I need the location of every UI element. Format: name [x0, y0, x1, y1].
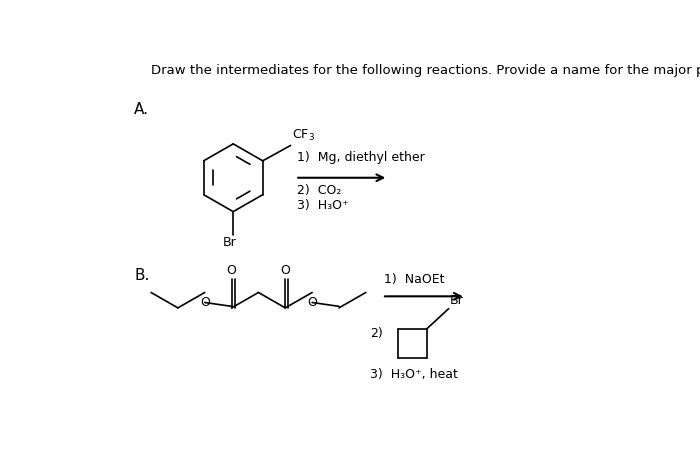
Text: B.: B. — [134, 268, 149, 283]
Text: Draw the intermediates for the following reactions. Provide a name for the major: Draw the intermediates for the following… — [151, 64, 700, 77]
Text: 1)  Mg, diethyl ether: 1) Mg, diethyl ether — [297, 151, 424, 164]
Text: A.: A. — [134, 102, 149, 117]
Text: O: O — [227, 264, 237, 277]
Text: O: O — [280, 264, 290, 277]
Text: 3)  H₃O⁺: 3) H₃O⁺ — [297, 199, 349, 213]
Text: 2): 2) — [370, 327, 383, 340]
Text: Br: Br — [450, 294, 464, 307]
Text: 2)  CO₂: 2) CO₂ — [297, 184, 341, 197]
Text: O: O — [199, 296, 210, 309]
Text: 3)  H₃O⁺, heat: 3) H₃O⁺, heat — [370, 368, 458, 381]
Text: 1)  NaOEt: 1) NaOEt — [384, 272, 444, 285]
Text: Br: Br — [223, 236, 237, 249]
Text: CF$_3$: CF$_3$ — [292, 128, 315, 143]
Text: O: O — [307, 296, 317, 309]
